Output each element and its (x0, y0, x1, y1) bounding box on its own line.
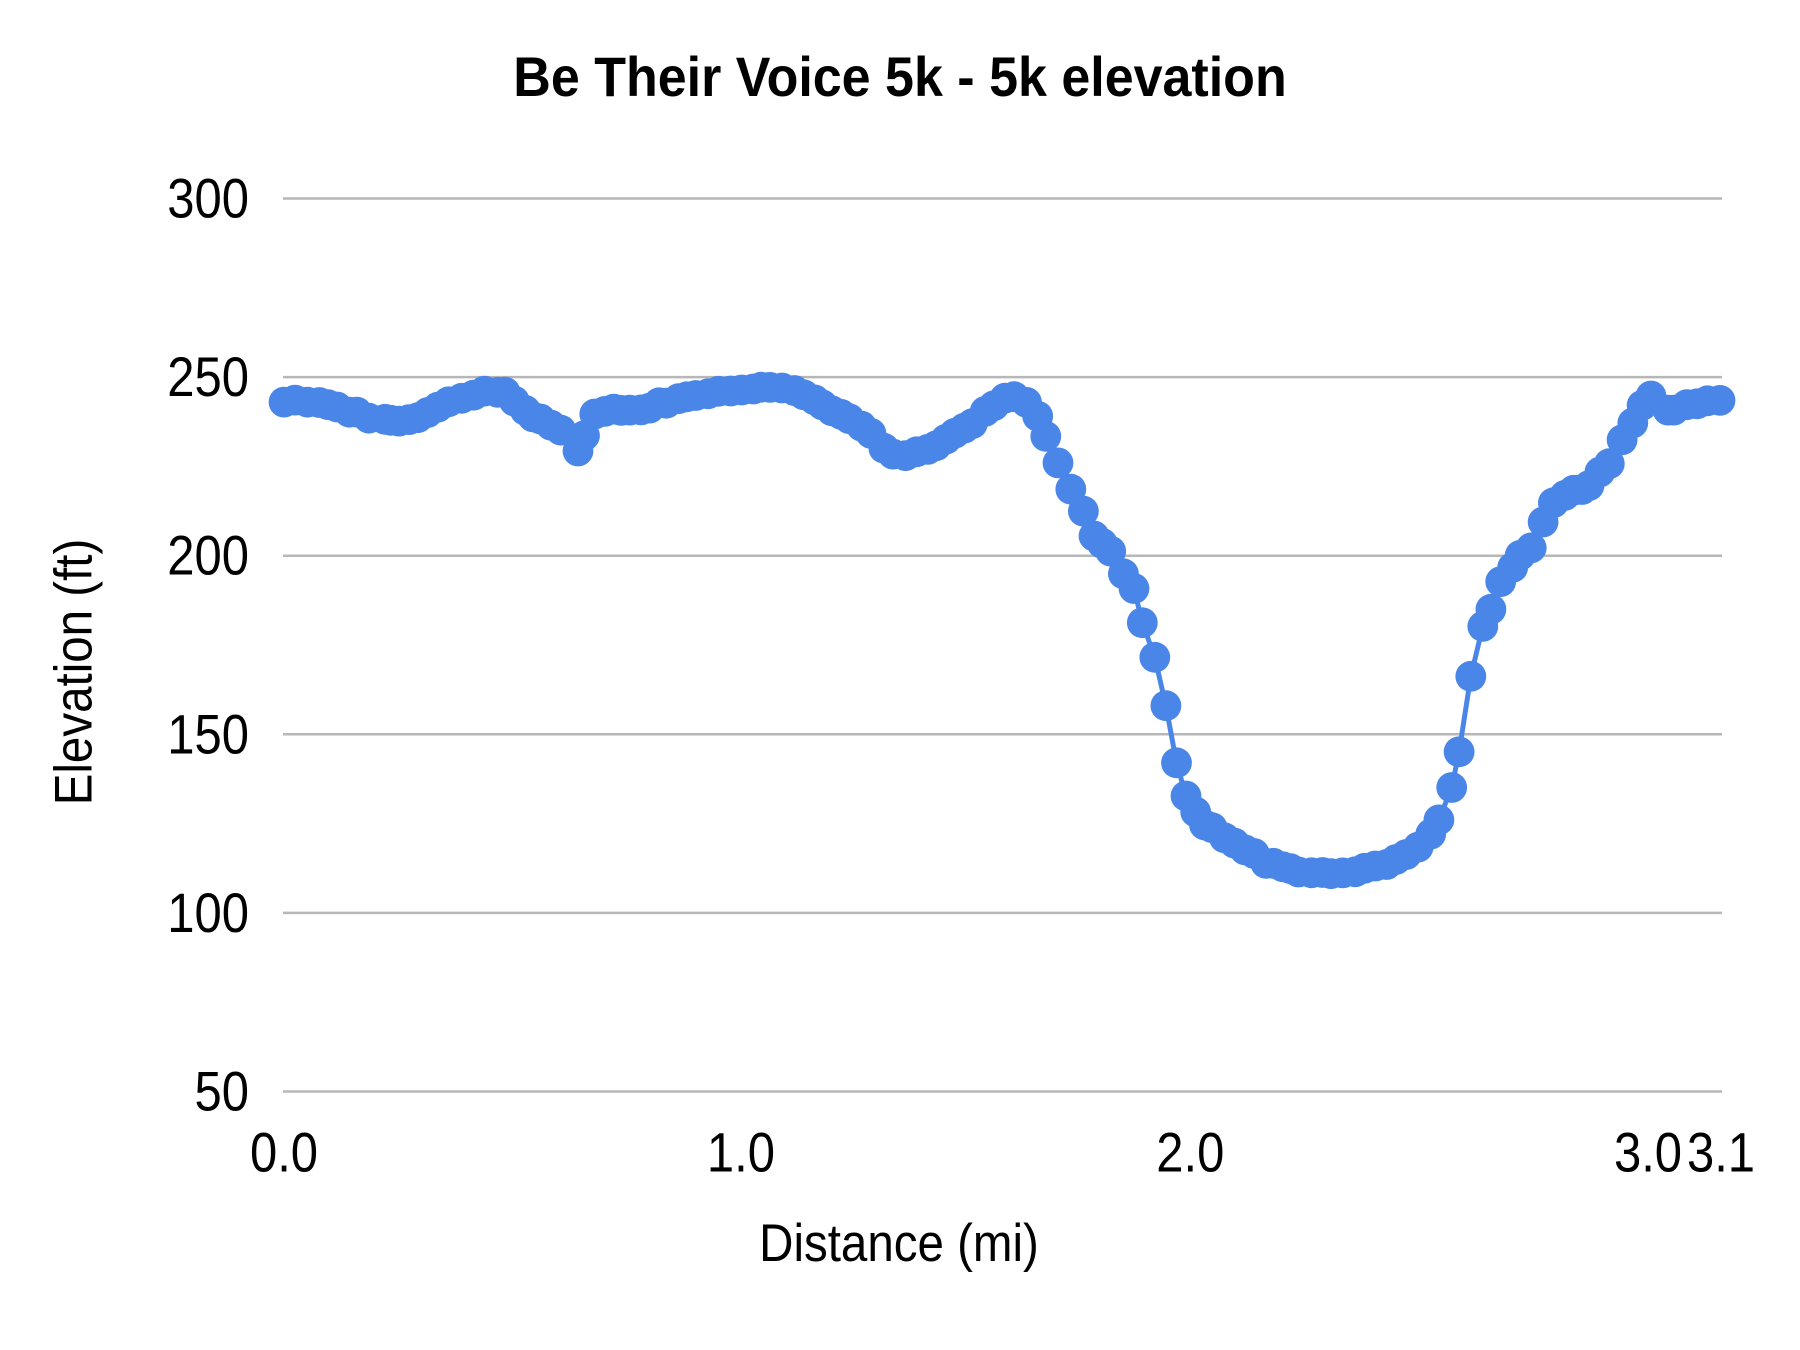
svg-text:Elevation (ft): Elevation (ft) (43, 539, 103, 806)
svg-text:3.1: 3.1 (1687, 1123, 1755, 1184)
svg-text:200: 200 (167, 526, 249, 587)
svg-text:0.0: 0.0 (250, 1123, 318, 1184)
svg-text:150: 150 (167, 705, 249, 766)
svg-text:Be Their Voice 5k - 5k elevati: Be Their Voice 5k - 5k elevation (513, 46, 1286, 108)
svg-text:Distance (mi): Distance (mi) (759, 1212, 1039, 1272)
svg-text:1.0: 1.0 (707, 1123, 775, 1184)
svg-text:100: 100 (167, 883, 249, 944)
svg-text:2.0: 2.0 (1156, 1123, 1224, 1184)
svg-text:300: 300 (167, 169, 249, 230)
svg-text:50: 50 (195, 1062, 249, 1123)
svg-text:250: 250 (167, 347, 249, 408)
svg-text:3.0: 3.0 (1614, 1123, 1682, 1184)
